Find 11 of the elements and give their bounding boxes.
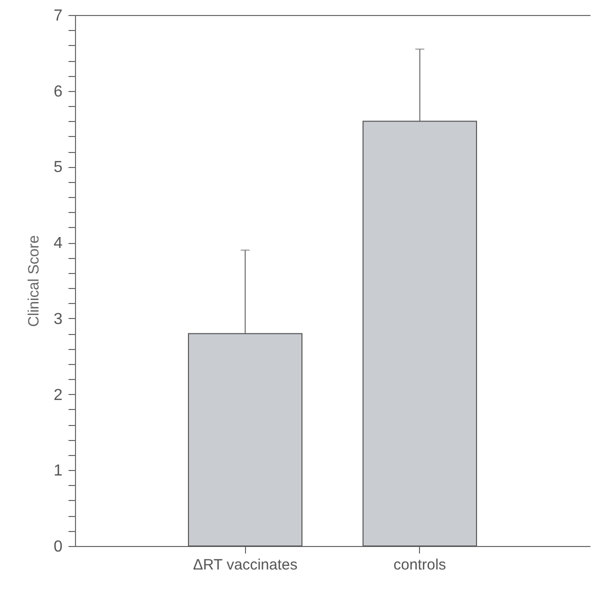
x-tick-label: ΔRT vaccinates (192, 556, 298, 574)
y-tick-label: 3 (54, 310, 63, 328)
y-axis-title: Clinical Score (26, 235, 43, 327)
y-tick-label: 4 (54, 235, 63, 252)
y-tick-label: 6 (54, 83, 63, 100)
x-tick-label: controls (394, 556, 446, 574)
y-tick-label: 7 (54, 8, 63, 24)
y-tick-label: 1 (54, 462, 63, 480)
y-tick-label: 5 (54, 159, 63, 176)
y-tick-label: 2 (54, 386, 63, 404)
y-tick-label: 0 (54, 538, 63, 556)
